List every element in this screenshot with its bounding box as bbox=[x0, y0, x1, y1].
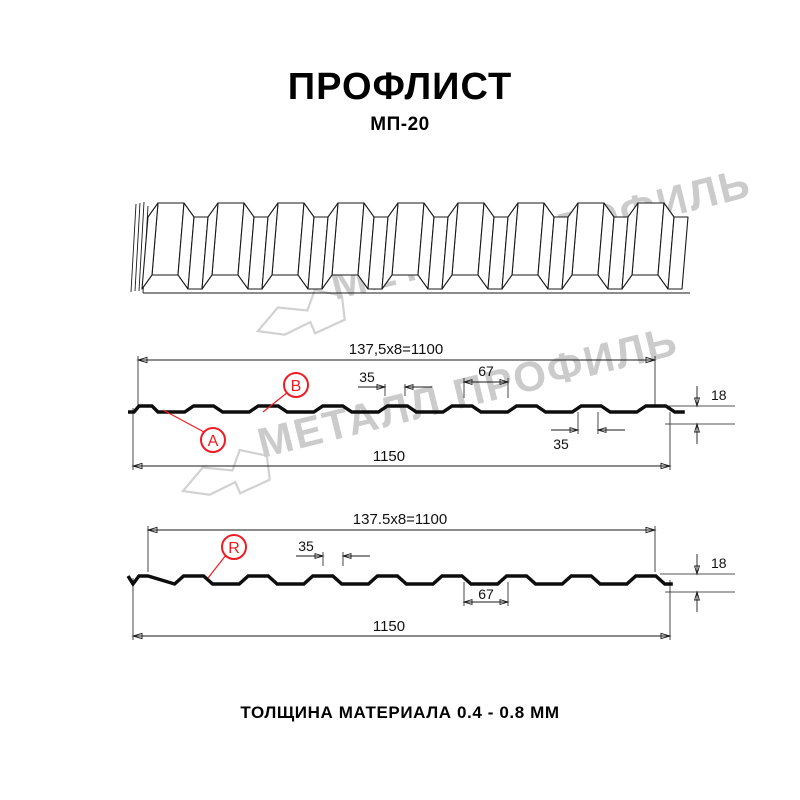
dim-flat-width-top: 67 bbox=[478, 363, 494, 379]
material-thickness-note: ТОЛЩИНА МАТЕРИАЛА 0.4 - 0.8 ММ bbox=[240, 703, 560, 722]
dim-rib-width-lower-top: 35 bbox=[553, 436, 569, 452]
isometric-profile-sheet bbox=[130, 201, 690, 294]
page-title: ПРОФЛИСТ bbox=[287, 66, 513, 108]
callout-b: B bbox=[262, 372, 309, 413]
dim-pitch-total-bottom: 137.5x8=1100 bbox=[353, 511, 447, 528]
cross-section-reverse: 1150 137.5x8=1100 35 67 18 bbox=[126, 511, 735, 640]
watermark-text: МЕТАЛЛ ПРОФИЛЬ bbox=[253, 317, 683, 467]
dim-rib-width-bottom: 35 bbox=[298, 538, 314, 554]
dim-height-bottom: 18 bbox=[711, 555, 727, 571]
callout-a-label: A bbox=[208, 433, 219, 450]
callout-r: R bbox=[207, 534, 247, 579]
cross-section-front: 1150 137,5x8=1100 35 67 35 bbox=[128, 341, 735, 470]
callout-a: A bbox=[162, 409, 226, 453]
dim-flat-width-bottom: 67 bbox=[478, 586, 494, 602]
dim-rib-width-upper-top: 35 bbox=[359, 369, 375, 385]
dim-overall-width-top: 1150 bbox=[373, 448, 405, 465]
dim-height-top: 18 bbox=[711, 387, 727, 403]
product-model-label: МП-20 bbox=[370, 114, 430, 135]
callout-b-label: B bbox=[291, 378, 302, 395]
dim-overall-width-bottom: 1150 bbox=[373, 618, 405, 635]
dim-pitch-total-top: 137,5x8=1100 bbox=[349, 341, 443, 358]
callout-r-label: R bbox=[228, 540, 240, 557]
